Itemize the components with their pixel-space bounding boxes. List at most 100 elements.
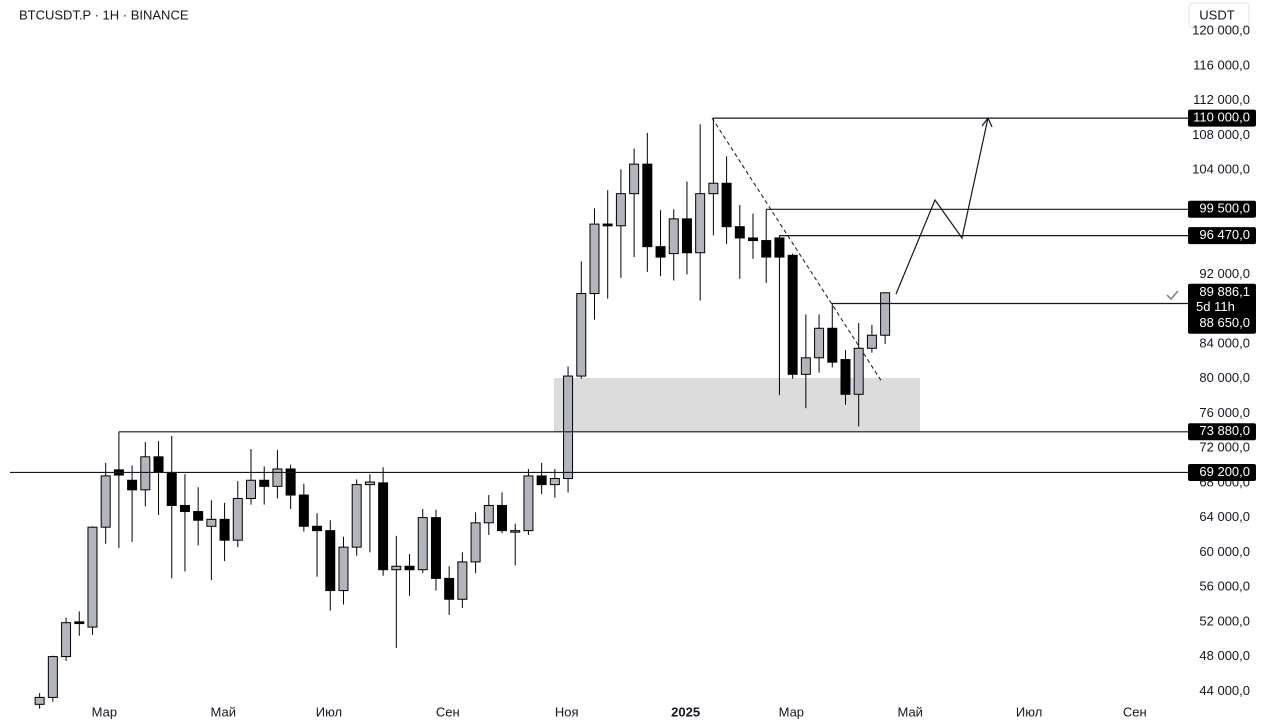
candle: [483, 495, 494, 535]
projection-path: [895, 117, 989, 295]
last-price-box: [1188, 283, 1256, 334]
currency-button[interactable]: [1188, 2, 1250, 29]
currency-label[interactable]: USDT: [1199, 7, 1234, 22]
y-tick-label: 84 000,0: [1199, 335, 1250, 350]
candle-body: [774, 237, 785, 258]
candle-body: [166, 471, 177, 506]
candle: [272, 449, 283, 499]
candle-body: [866, 334, 877, 349]
candle-body: [602, 223, 613, 227]
candle: [364, 474, 375, 553]
y-tick-label: 60 000,0: [1199, 544, 1250, 559]
candle-body: [430, 517, 441, 579]
y-tick-label: 44 000,0: [1199, 683, 1250, 698]
y-tick-label: 56 000,0: [1199, 579, 1250, 594]
level-label: 99 500,0: [1199, 201, 1250, 216]
candle: [576, 261, 587, 379]
candle-body: [483, 504, 494, 524]
candles: [34, 118, 891, 709]
candle-body: [787, 254, 798, 375]
y-tick-label: 112 000,0: [1193, 92, 1250, 107]
candle: [602, 190, 613, 299]
candle-body: [589, 223, 600, 295]
candle-body: [193, 511, 204, 521]
candle: [800, 314, 811, 409]
level-box: [1188, 227, 1256, 245]
candle-body: [272, 468, 283, 487]
candle: [206, 500, 217, 581]
candle: [787, 253, 798, 379]
candle-body: [34, 696, 45, 705]
candle-body: [457, 561, 468, 600]
y-tick-label: 72 000,0: [1199, 440, 1250, 455]
candle: [285, 464, 296, 509]
candle-body: [298, 494, 309, 527]
x-tick-label: Май: [897, 704, 922, 719]
candle-body: [708, 182, 719, 195]
candle: [87, 526, 98, 635]
candle: [708, 118, 719, 236]
candle-body: [417, 517, 428, 571]
candle: [312, 513, 323, 577]
x-tick-label: Ноя: [555, 704, 579, 719]
candle: [642, 132, 653, 272]
demand-zone: [554, 378, 920, 432]
candle: [853, 323, 864, 427]
level-label: 73 880,0: [1199, 423, 1250, 438]
candle-body: [285, 468, 296, 496]
x-tick-label: Май: [211, 704, 236, 719]
candle-body: [140, 456, 151, 491]
candle: [219, 502, 230, 562]
candle: [153, 441, 164, 516]
level-box: [1188, 200, 1256, 218]
x-tick-label: Мар: [92, 704, 117, 719]
candle: [655, 210, 666, 277]
candle-body: [668, 218, 679, 255]
candle-body: [880, 292, 891, 336]
candle: [748, 213, 759, 259]
candle-body: [259, 479, 270, 487]
candle: [404, 554, 415, 596]
candle-body: [325, 530, 336, 592]
candle: [589, 208, 600, 320]
x-tick-label: 2025: [671, 704, 700, 719]
candle-body: [629, 163, 640, 195]
chart-title: BTCUSDT.P · 1H · BINANCE: [19, 7, 189, 22]
candle: [34, 693, 45, 709]
candle: [774, 235, 785, 396]
candle: [113, 431, 124, 549]
level-label: 69 200,0: [1199, 464, 1250, 479]
candle: [536, 462, 547, 495]
candle-body: [47, 656, 58, 698]
candle-body: [74, 621, 85, 625]
y-tick-label: 104 000,0: [1192, 162, 1250, 177]
candle-body: [391, 565, 402, 571]
candle: [166, 435, 177, 579]
candle: [298, 483, 309, 532]
candle-body: [219, 518, 230, 541]
candle-body: [681, 218, 692, 254]
last-price-label: 89 886,1: [1199, 284, 1250, 299]
candle: [470, 512, 481, 574]
candle: [549, 468, 560, 498]
candle-body: [695, 193, 706, 254]
candle: [734, 204, 745, 279]
candle-body: [179, 504, 190, 513]
y-tick-label: 48 000,0: [1199, 648, 1250, 663]
candle: [127, 465, 138, 542]
candle-body: [364, 481, 375, 486]
candle: [444, 566, 455, 615]
level-label: 110 000,0: [1193, 110, 1250, 125]
candle: [140, 442, 151, 507]
candle: [866, 324, 877, 353]
candle: [378, 467, 389, 576]
candle: [457, 552, 468, 608]
candle: [47, 655, 58, 702]
candle: [391, 535, 402, 648]
candle: [74, 611, 85, 636]
candle: [563, 366, 574, 493]
candle: [232, 481, 243, 548]
candle: [417, 508, 428, 574]
